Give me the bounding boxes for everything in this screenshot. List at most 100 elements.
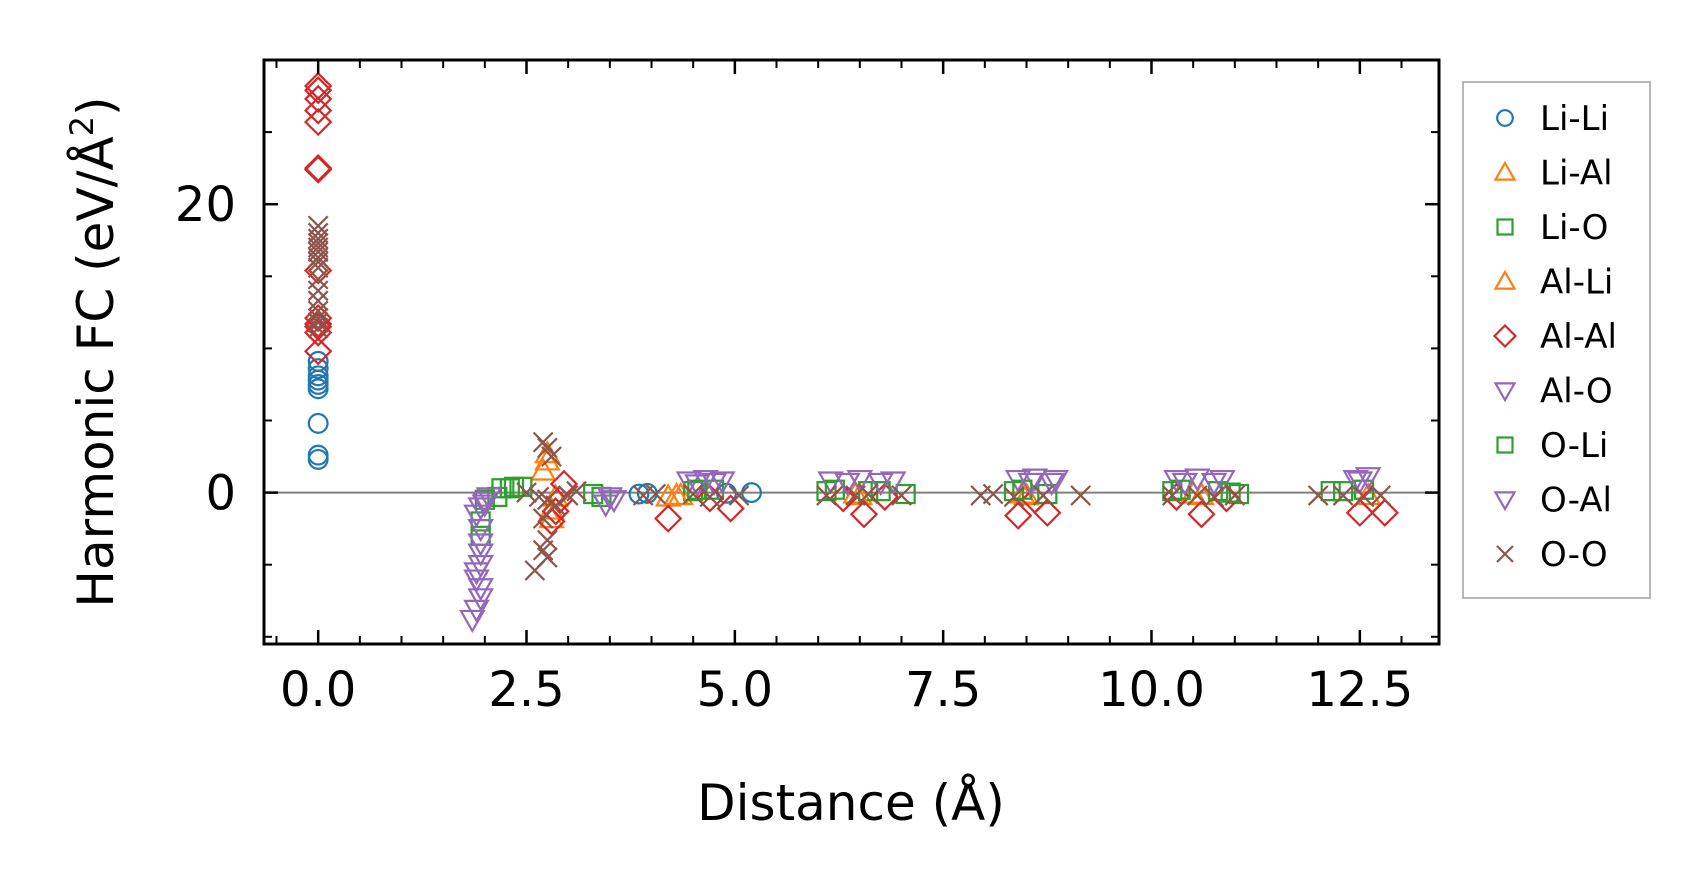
point-o-o	[307, 317, 329, 339]
legend-entry-li-o: Li-O	[1496, 208, 1608, 248]
point-al-o	[467, 588, 494, 612]
point-al-al	[304, 107, 333, 137]
series-o-al	[463, 471, 1374, 586]
legend-marker-li-o	[1496, 218, 1514, 236]
legend-marker-li-li	[1496, 109, 1514, 127]
point-al-al	[695, 484, 724, 513]
point-o-al	[1017, 472, 1044, 497]
point-al-al	[1187, 500, 1216, 529]
tick-labels: 0.0 2.5 5.0 7.5 10.0 12.5 0 20	[175, 177, 1413, 718]
legend: Li-Li Li-Al Li-O Al-Li Al-Al Al-O O-Li O-Al O-O	[1462, 81, 1651, 599]
x-tick-label: 10.0	[1098, 662, 1205, 718]
point-li-o	[895, 483, 916, 505]
legend-entry-o-o: O-O	[1496, 535, 1608, 575]
legend-marker-li-al	[1493, 160, 1517, 181]
x-tick-label: 2.5	[488, 662, 564, 718]
y-axis-label-main: Harmonic FC (eV/Å	[67, 136, 125, 607]
point-o-o	[816, 485, 837, 506]
series-li-li	[307, 350, 762, 505]
legend-marker-al-al	[1492, 323, 1518, 349]
point-o-o	[307, 222, 329, 244]
y-tick-label: 20	[175, 177, 236, 233]
legend-entry-o-al: O-Al	[1493, 481, 1612, 521]
point-o-o	[566, 480, 587, 502]
point-o-o	[307, 232, 329, 254]
y-axis-label-close: )	[67, 96, 125, 116]
x-axis-label: Distance (Å)	[697, 774, 1005, 832]
legend-label: Li-O	[1540, 208, 1608, 248]
point-o-o	[528, 486, 550, 508]
point-o-al	[1038, 472, 1065, 497]
point-li-li	[307, 358, 329, 380]
y-tick-label: 0	[205, 466, 236, 522]
point-al-al	[304, 76, 333, 105]
point-o-o	[516, 482, 537, 503]
legend-entry-al-o: Al-O	[1493, 372, 1613, 412]
point-o-o	[307, 280, 329, 302]
point-o-o	[1224, 485, 1246, 506]
point-o-o	[682, 483, 704, 505]
legend-entry-li-al: Li-Al	[1493, 154, 1613, 194]
point-li-li	[307, 412, 329, 434]
legend-label: O-Li	[1540, 426, 1608, 466]
x-tick-label: 12.5	[1306, 662, 1413, 718]
legend-marker-o-li	[1496, 436, 1514, 454]
point-o-o	[541, 446, 562, 467]
point-li-li	[307, 350, 329, 372]
legend-label: Li-Al	[1540, 154, 1613, 194]
point-al-o	[1021, 468, 1049, 492]
legend-entry-li-li: Li-Li	[1496, 99, 1609, 139]
point-o-li	[503, 476, 525, 497]
point-o-o	[1032, 485, 1054, 506]
point-o-o	[307, 241, 329, 263]
point-o-al	[471, 494, 499, 518]
point-o-al	[600, 490, 628, 514]
point-o-o	[1203, 486, 1225, 508]
point-o-o	[532, 508, 554, 529]
point-al-o	[1354, 467, 1382, 491]
point-o-al	[467, 518, 494, 543]
legend-entries: Li-Li Li-Al Li-O Al-Li Al-Al Al-O O-Li O-Al O-O	[1492, 99, 1617, 575]
point-o-o	[1070, 485, 1092, 506]
legend-label: Li-Li	[1540, 99, 1609, 139]
point-o-o	[532, 431, 554, 453]
point-o-al	[867, 472, 894, 497]
point-o-o	[982, 483, 1004, 505]
point-o-li	[1333, 481, 1354, 502]
point-o-al	[834, 472, 861, 497]
legend-label: O-O	[1540, 535, 1608, 575]
point-al-li	[663, 481, 690, 506]
point-al-o	[1209, 469, 1236, 494]
point-o-o	[728, 485, 750, 506]
point-al-o	[459, 609, 486, 634]
point-al-o	[471, 491, 499, 515]
point-o-o	[1003, 486, 1025, 508]
legend-marker-al-li	[1493, 269, 1517, 290]
point-o-li	[491, 478, 512, 499]
point-al-al	[716, 494, 745, 523]
legend-marker-o-o	[1496, 545, 1514, 563]
legend-label: Al-O	[1540, 372, 1613, 412]
point-al-o	[675, 471, 703, 495]
x-tick-label: 7.5	[905, 662, 981, 718]
y-axis-label: Harmonic FC (eV/Å2)	[63, 96, 125, 607]
point-o-o	[1161, 485, 1183, 506]
point-al-al	[829, 484, 858, 513]
point-o-al	[1346, 471, 1374, 495]
x-tick-label: 5.0	[697, 662, 773, 718]
legend-entry-al-al: Al-Al	[1492, 317, 1617, 357]
point-al-o	[709, 471, 736, 495]
point-al-al	[1004, 501, 1033, 530]
point-o-al	[1171, 472, 1199, 497]
legend-label: Al-Al	[1540, 317, 1617, 357]
point-o-al	[463, 562, 490, 586]
point-al-o	[467, 533, 494, 557]
legend-entry-al-li: Al-Li	[1493, 263, 1613, 303]
point-o-o	[1353, 486, 1375, 508]
point-al-o	[1184, 468, 1211, 492]
point-o-al	[1200, 472, 1228, 497]
point-al-o	[1042, 469, 1069, 494]
point-o-o	[891, 485, 912, 506]
point-o-o	[699, 486, 721, 508]
series-o-o	[307, 215, 1392, 581]
